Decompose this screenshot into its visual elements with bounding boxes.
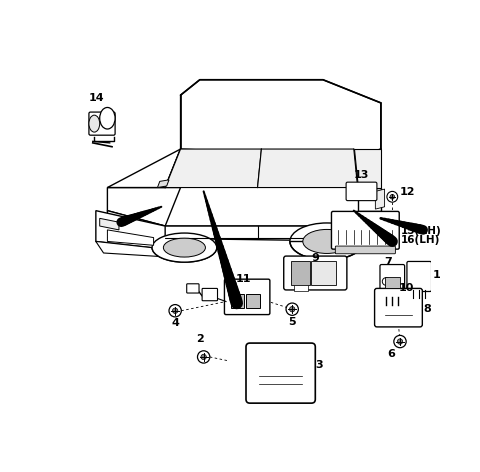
Text: 11: 11: [236, 274, 252, 284]
Ellipse shape: [152, 233, 217, 262]
Text: 16(LH): 16(LH): [401, 235, 440, 245]
Ellipse shape: [100, 108, 115, 129]
Polygon shape: [108, 211, 381, 234]
Bar: [384, 277, 400, 287]
Polygon shape: [157, 180, 169, 187]
Polygon shape: [165, 149, 262, 187]
Polygon shape: [108, 226, 381, 242]
Polygon shape: [96, 242, 165, 257]
Text: 13: 13: [354, 170, 369, 180]
FancyBboxPatch shape: [89, 112, 115, 135]
Bar: [246, 294, 260, 308]
Text: 15(RH): 15(RH): [401, 226, 442, 236]
Circle shape: [394, 336, 406, 348]
Polygon shape: [358, 187, 381, 211]
FancyBboxPatch shape: [225, 279, 270, 315]
Text: 7: 7: [384, 257, 392, 267]
Circle shape: [387, 191, 398, 202]
Ellipse shape: [89, 115, 100, 132]
Bar: [291, 261, 310, 285]
Ellipse shape: [163, 238, 205, 257]
Circle shape: [172, 308, 178, 313]
Circle shape: [397, 339, 403, 344]
Polygon shape: [108, 149, 180, 187]
Polygon shape: [108, 230, 154, 245]
Polygon shape: [180, 80, 381, 157]
Polygon shape: [258, 149, 358, 187]
Circle shape: [197, 351, 210, 363]
Polygon shape: [108, 187, 180, 226]
Text: 12: 12: [400, 187, 416, 197]
FancyBboxPatch shape: [187, 284, 199, 293]
Circle shape: [169, 304, 181, 317]
Text: 9: 9: [312, 253, 319, 263]
Polygon shape: [354, 149, 381, 187]
Text: 4: 4: [171, 318, 179, 328]
FancyBboxPatch shape: [374, 288, 422, 327]
FancyBboxPatch shape: [407, 261, 432, 292]
Text: 2: 2: [196, 334, 204, 344]
FancyBboxPatch shape: [346, 182, 377, 201]
Circle shape: [286, 303, 299, 315]
Text: 5: 5: [288, 317, 296, 327]
Circle shape: [382, 278, 390, 286]
Circle shape: [289, 306, 295, 312]
Text: 8: 8: [423, 304, 431, 314]
Text: 6: 6: [387, 349, 395, 359]
Bar: [294, 285, 308, 291]
Text: 10: 10: [398, 284, 414, 294]
FancyBboxPatch shape: [246, 343, 315, 403]
FancyBboxPatch shape: [202, 288, 217, 301]
Polygon shape: [354, 149, 381, 187]
Circle shape: [201, 354, 206, 360]
Bar: [230, 294, 244, 308]
Ellipse shape: [303, 229, 351, 253]
Text: 3: 3: [315, 361, 323, 371]
Circle shape: [390, 194, 395, 199]
FancyBboxPatch shape: [380, 264, 405, 298]
Polygon shape: [96, 211, 165, 249]
FancyBboxPatch shape: [284, 256, 347, 290]
Bar: [312, 261, 336, 285]
Text: 14: 14: [89, 93, 105, 103]
Ellipse shape: [290, 223, 364, 260]
Text: 1: 1: [433, 270, 441, 280]
FancyBboxPatch shape: [336, 246, 396, 254]
Polygon shape: [100, 219, 119, 230]
FancyBboxPatch shape: [332, 211, 399, 249]
Polygon shape: [375, 189, 384, 209]
